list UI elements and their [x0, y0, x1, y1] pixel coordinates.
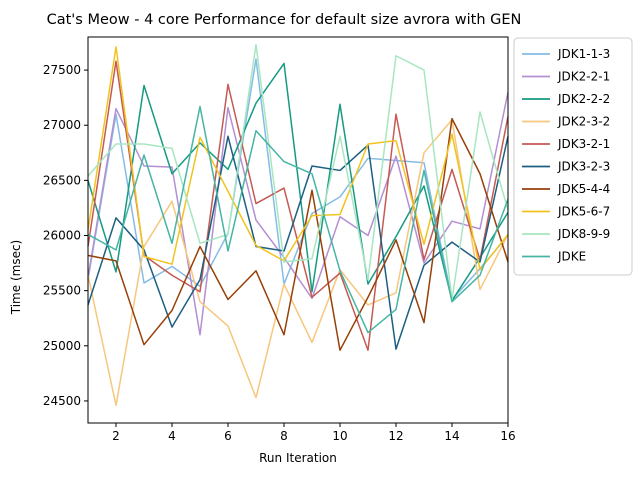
y-tick-label: 27500: [43, 63, 81, 77]
plot-area: 2 4 6 8 10 12 14 16 24500 25000 25500 26000 26500 27…: [43, 36, 516, 443]
legend-label-jdk2-3-2: JDK2-3-2: [557, 115, 610, 129]
y-tick-label: 25500: [43, 284, 81, 298]
legend-label-jdke: JDKE: [557, 250, 586, 264]
x-tick-label: 10: [332, 429, 347, 443]
legend-box: [513, 37, 633, 276]
legend-label-jdk5-4-4: JDK5-4-4: [557, 182, 610, 196]
series-line-jdk8-9-9: [87, 43, 509, 301]
x-tick-label: 8: [280, 429, 288, 443]
x-tick-label: 6: [224, 429, 232, 443]
series-line-jdk3-2-3: [87, 135, 509, 350]
series-line-jdk2-2-2: [87, 62, 509, 302]
series-line-jdk3-2-1: [87, 60, 509, 351]
series-line-jdk5-4-4: [87, 117, 509, 351]
legend-label-jdk2-2-1: JDK2-2-1: [557, 70, 610, 84]
x-axis-ticks: 2 4 6 8 10 12 14 16: [112, 423, 516, 443]
legend-label-jdk3-2-1: JDK3-2-1: [557, 137, 610, 151]
axes-frame: [87, 36, 509, 424]
legend-label-jdk5-6-7: JDK5-6-7: [557, 205, 610, 219]
y-tick-label: 27000: [43, 118, 81, 132]
y-axis-label: Time (msec): [9, 240, 23, 315]
y-tick-label: 24500: [43, 394, 81, 408]
x-tick-label: 2: [112, 429, 120, 443]
x-axis-label: Run Iteration: [259, 451, 337, 465]
y-axis-ticks: 24500 25000 25500 26000 26500 27000 27500: [43, 63, 88, 408]
x-tick-label: 14: [444, 429, 459, 443]
legend-label-jdk2-2-2: JDK2-2-2: [557, 92, 610, 106]
y-tick-label: 25000: [43, 339, 81, 353]
x-tick-label: 12: [388, 429, 403, 443]
legend: JDK1-1-3 JDK2-2-1 JDK2-2-2 JDK2-3-2 JDK3-2-1…: [513, 37, 633, 276]
series-line-jdke: [87, 105, 509, 334]
legend-label-jdk3-2-3: JDK3-2-3: [557, 160, 610, 174]
series-line-jdk2-3-2: [87, 118, 509, 407]
legend-label-jdk8-9-9: JDK8-9-9: [557, 227, 610, 241]
series-lines: [87, 43, 509, 407]
y-tick-label: 26000: [43, 229, 81, 243]
x-tick-label: 16: [500, 429, 515, 443]
chart-title: Cat's Meow - 4 core Performance for defa…: [47, 12, 522, 28]
series-line-jdk1-1-3: [87, 58, 509, 301]
y-tick-label: 26500: [43, 173, 81, 187]
legend-label-jdk1-1-3: JDK1-1-3: [557, 47, 610, 61]
x-tick-label: 4: [168, 429, 176, 443]
